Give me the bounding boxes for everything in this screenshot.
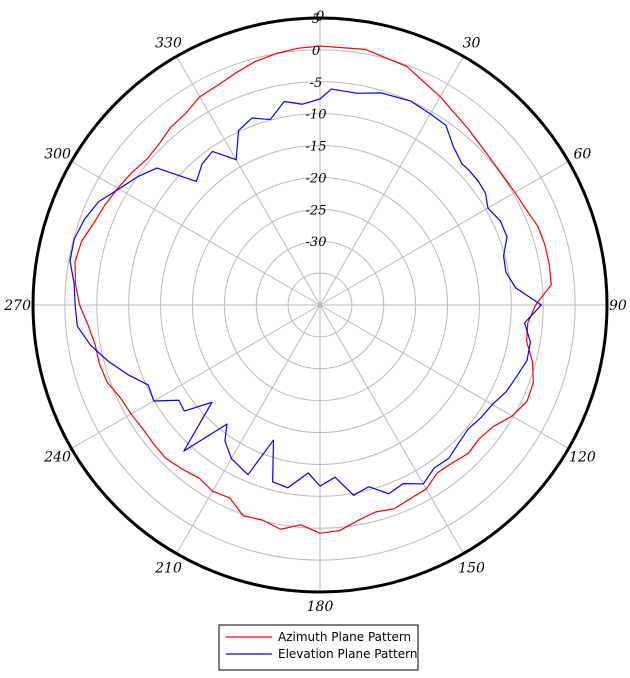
- grid-spoke: [319, 304, 464, 554]
- grid-spoke: [319, 304, 569, 449]
- radial-tick-label: -30: [306, 235, 327, 250]
- radial-tick-label: 0: [312, 44, 320, 59]
- grid-spoke: [176, 304, 321, 554]
- radial-tick-label: -5: [310, 76, 323, 91]
- grid-spoke: [176, 56, 321, 306]
- radial-tick-label: -25: [306, 203, 327, 218]
- angle-tick-label: 150: [458, 560, 485, 576]
- angle-tick-label: 300: [44, 147, 71, 163]
- outer-ring: [31, 16, 609, 594]
- angle-tick-label: 60: [573, 147, 591, 163]
- angle-tick-label: 330: [155, 36, 182, 52]
- angle-tick-label: 0: [316, 9, 325, 25]
- angle-tick-label: 90: [609, 298, 627, 314]
- series-line-elevation: [69, 88, 542, 496]
- polar-grid: [31, 16, 609, 594]
- series-group: [69, 45, 552, 534]
- angle-tick-label: 240: [43, 450, 71, 466]
- radial-tick-labels: 50-5-10-15-20-25-30: [306, 12, 327, 250]
- radial-tick-label: -10: [306, 108, 327, 123]
- legend: Azimuth Plane Pattern Elevation Plane Pat…: [218, 624, 419, 671]
- angle-tick-labels: 0 30 60 90 120 150 180 210 240 270 300 330: [3, 9, 627, 615]
- angle-tick-label: 120: [569, 450, 596, 466]
- angle-tick-label: 180: [307, 599, 334, 615]
- legend-label: Azimuth Plane Pattern: [278, 630, 411, 644]
- grid-spoke: [71, 161, 321, 306]
- angle-tick-label: 210: [154, 560, 182, 576]
- radial-tick-label: -15: [306, 140, 327, 155]
- grid-spoke: [319, 56, 464, 306]
- grid-spoke: [71, 304, 321, 449]
- legend-label: Elevation Plane Pattern: [278, 647, 417, 661]
- radial-tick-label: 5: [312, 12, 320, 27]
- grid-spoke: [319, 161, 569, 306]
- legend-box: [218, 624, 419, 671]
- angle-tick-label: 270: [3, 298, 31, 314]
- angle-tick-label: 30: [463, 36, 481, 52]
- series-line-azimuth: [74, 45, 552, 534]
- radial-tick-label: -20: [306, 171, 327, 186]
